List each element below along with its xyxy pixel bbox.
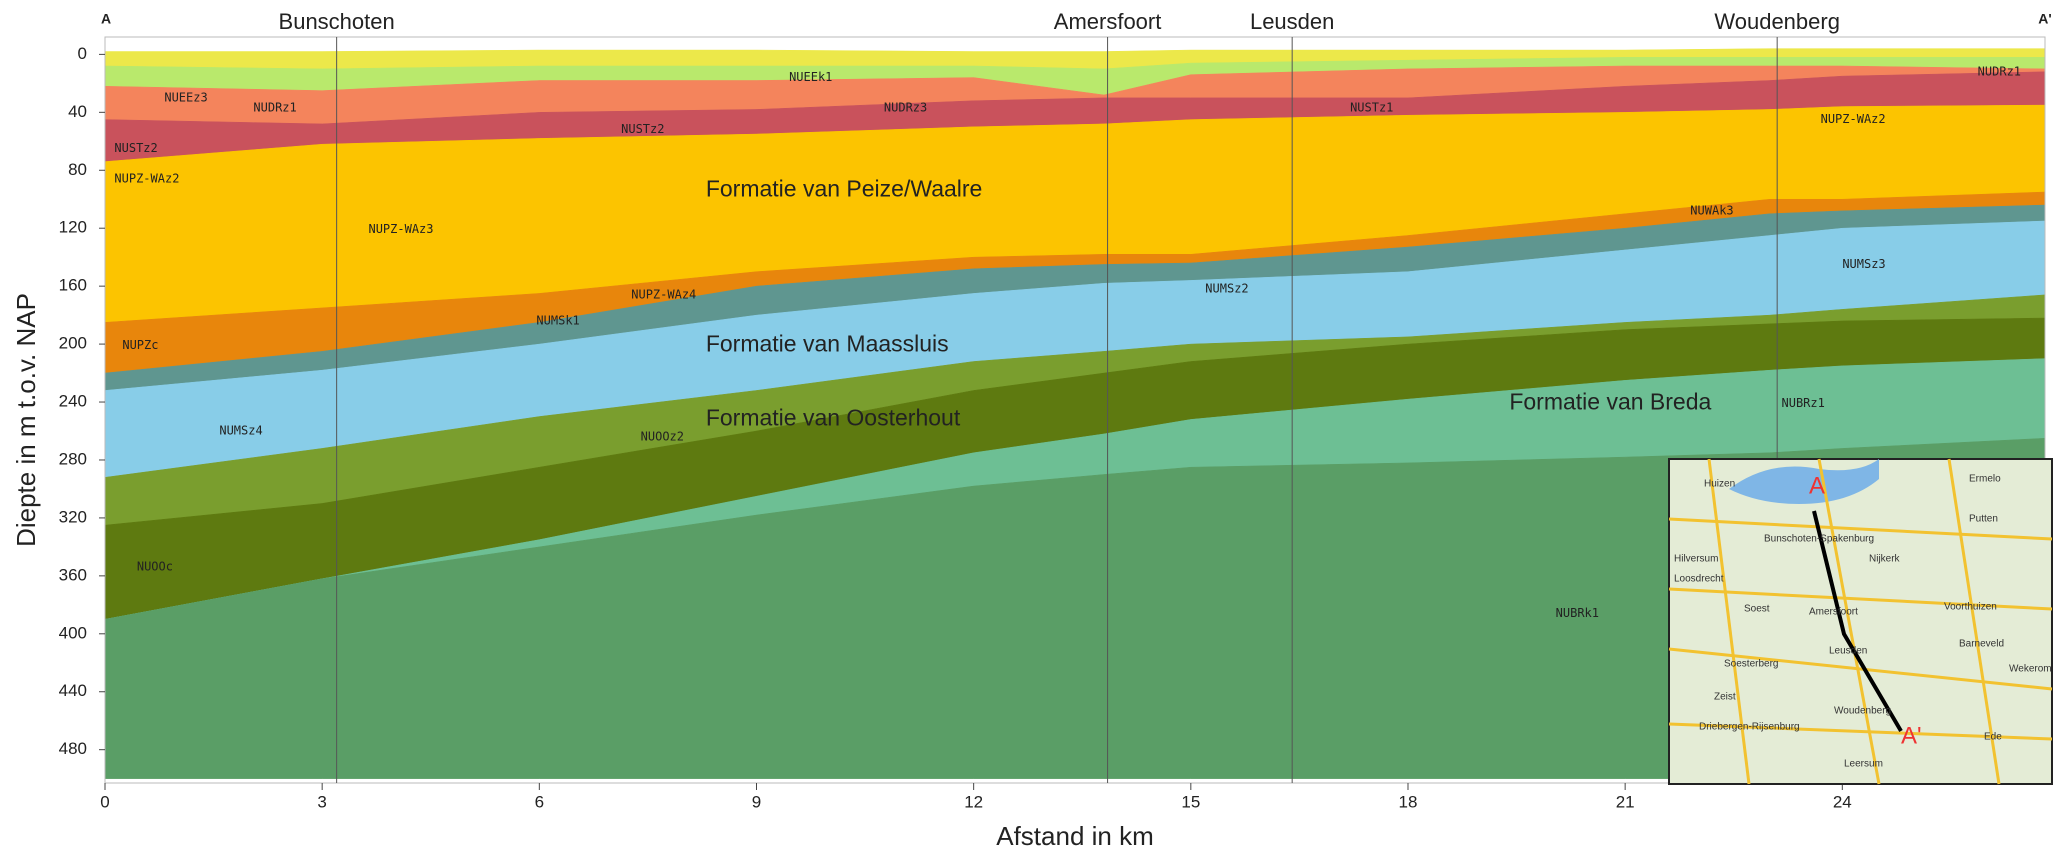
map-place: Woudenberg: [1834, 706, 1891, 717]
map-road: [1668, 722, 2053, 741]
map-place: Ermelo: [1969, 474, 2001, 485]
town-label: Woudenberg: [1714, 9, 1840, 34]
map-place: Huizen: [1704, 479, 1735, 490]
map-start: A: [1809, 472, 1825, 499]
map-road: [1668, 647, 2053, 691]
x-tick-label: 21: [1616, 792, 1635, 811]
map-place: Barneveld: [1959, 639, 2004, 650]
unit-code: NUSTz1: [1350, 100, 1393, 114]
map-place: Leusden: [1829, 646, 1867, 657]
map-place: Soest: [1744, 604, 1770, 615]
map-place: Nijkerk: [1869, 554, 1901, 565]
section-line: [1812, 510, 1903, 733]
y-tick-label: 160: [59, 276, 87, 295]
unit-code: NUMSz3: [1842, 257, 1885, 271]
map-end: A': [1901, 722, 1922, 749]
unit-code: NUPZ-WAz4: [631, 287, 696, 301]
map-place: Zeist: [1714, 692, 1736, 703]
x-tick-label: 3: [317, 792, 326, 811]
section-start: A: [101, 11, 111, 27]
unit-code: NUMSz2: [1205, 282, 1248, 296]
unit-code: NUPZ-WAz3: [368, 222, 433, 236]
y-tick-label: 80: [68, 160, 87, 179]
y-axis-title: Diepte in m t.o.v. NAP: [11, 293, 41, 547]
map-place: Leersum: [1844, 759, 1883, 770]
y-tick-label: 280: [59, 449, 87, 468]
x-tick-label: 9: [752, 792, 761, 811]
map-bg: [1668, 458, 2053, 785]
map-place: Bunschoten-Spakenburg: [1764, 534, 1874, 545]
x-tick-label: 6: [535, 792, 544, 811]
x-tick-label: 12: [964, 792, 983, 811]
y-tick-label: 480: [59, 739, 87, 758]
map-place: Voorthuizen: [1944, 602, 1997, 613]
unit-code: NUMSz4: [219, 424, 262, 438]
map-place: Putten: [1969, 514, 1998, 525]
unit-code: NUEEk1: [789, 70, 832, 84]
formation-label: Formatie van Breda: [1509, 389, 1711, 415]
unit-code: NUOOc: [137, 560, 173, 574]
unit-code: NUPZc: [122, 338, 158, 352]
x-tick-label: 24: [1833, 792, 1852, 811]
inset-map: A A' Huizen Ermelo Putten Bunschoten-Spakenbu…: [1668, 458, 2053, 785]
unit-code: NUPZ-WAz2: [1821, 112, 1886, 126]
x-axis-title: Afstand in km: [996, 821, 1154, 851]
unit-code: NUSTz2: [114, 141, 157, 155]
map-place: Driebergen-Rijsenburg: [1699, 722, 1800, 733]
plot-frame: [104, 36, 2046, 784]
unit-code: NUMSk1: [536, 313, 579, 327]
y-tick-label: 40: [68, 102, 87, 121]
y-tick-label: 400: [59, 623, 87, 642]
map-place: Soesterberg: [1724, 659, 1778, 670]
y-tick-label: 200: [59, 334, 87, 353]
unit-code: NUDRz1: [1978, 64, 2021, 78]
unit-code: NUDRz3: [884, 100, 927, 114]
unit-code: NUWAk3: [1690, 203, 1733, 217]
unit-code: NUPZ-WAz2: [114, 171, 179, 185]
y-tick-label: 0: [78, 44, 87, 63]
y-tick-label: 320: [59, 507, 87, 526]
unit-code: NUOOz2: [641, 429, 684, 443]
unit-code: NUBRz1: [1782, 396, 1825, 410]
x-tick-label: 15: [1181, 792, 1200, 811]
map-road: [1947, 458, 2001, 785]
map-water: [1729, 459, 1879, 504]
map-road: [1817, 458, 1881, 785]
unit-code: NUEEz3: [164, 90, 207, 104]
unit-code: NUSTz2: [621, 122, 664, 136]
town-label: Amersfoort: [1054, 9, 1162, 34]
section-end: A': [2038, 11, 2051, 27]
map-road: [1707, 458, 1751, 785]
x-tick-label: 0: [100, 792, 109, 811]
formation-label: Formatie van Peize/Waalre: [706, 176, 983, 202]
map-road: [1668, 517, 2053, 541]
map-road: [1668, 587, 2053, 611]
unit-code: NUDRz1: [253, 100, 296, 114]
x-tick-label: 18: [1399, 792, 1418, 811]
map-place: Ede: [1984, 732, 2002, 743]
map-place: Amersfoort: [1809, 607, 1858, 618]
map-place: Wekerom: [2009, 664, 2052, 675]
town-label: Leusden: [1250, 9, 1334, 34]
map-place: Hilversum: [1674, 554, 1718, 565]
y-tick-label: 360: [59, 565, 87, 584]
y-tick-label: 120: [59, 218, 87, 237]
y-tick-label: 240: [59, 392, 87, 411]
map-place: Loosdrecht: [1674, 574, 1724, 585]
town-label: Bunschoten: [279, 9, 395, 34]
y-tick-label: 440: [59, 681, 87, 700]
unit-code: NUBRk1: [1556, 606, 1599, 620]
formation-label: Formatie van Oosterhout: [706, 404, 961, 430]
formation-label: Formatie van Maassluis: [706, 331, 949, 357]
